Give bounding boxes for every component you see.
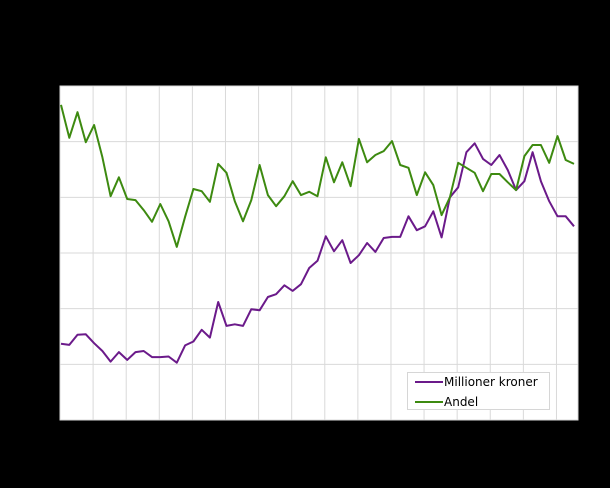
legend-swatch-green	[415, 401, 443, 403]
legend-label: Millioner kroner	[444, 375, 538, 389]
series-line-millioner-kroner	[60, 142, 575, 364]
gridlines	[59, 85, 578, 421]
data-lines	[60, 104, 575, 364]
legend: Millioner kroner Andel	[407, 372, 550, 410]
legend-item-millioner-kroner: Millioner kroner	[415, 374, 538, 390]
legend-label: Andel	[444, 395, 479, 409]
legend-item-andel: Andel	[415, 394, 478, 410]
series-line-andel	[60, 104, 575, 248]
legend-swatch-purple	[415, 381, 443, 383]
